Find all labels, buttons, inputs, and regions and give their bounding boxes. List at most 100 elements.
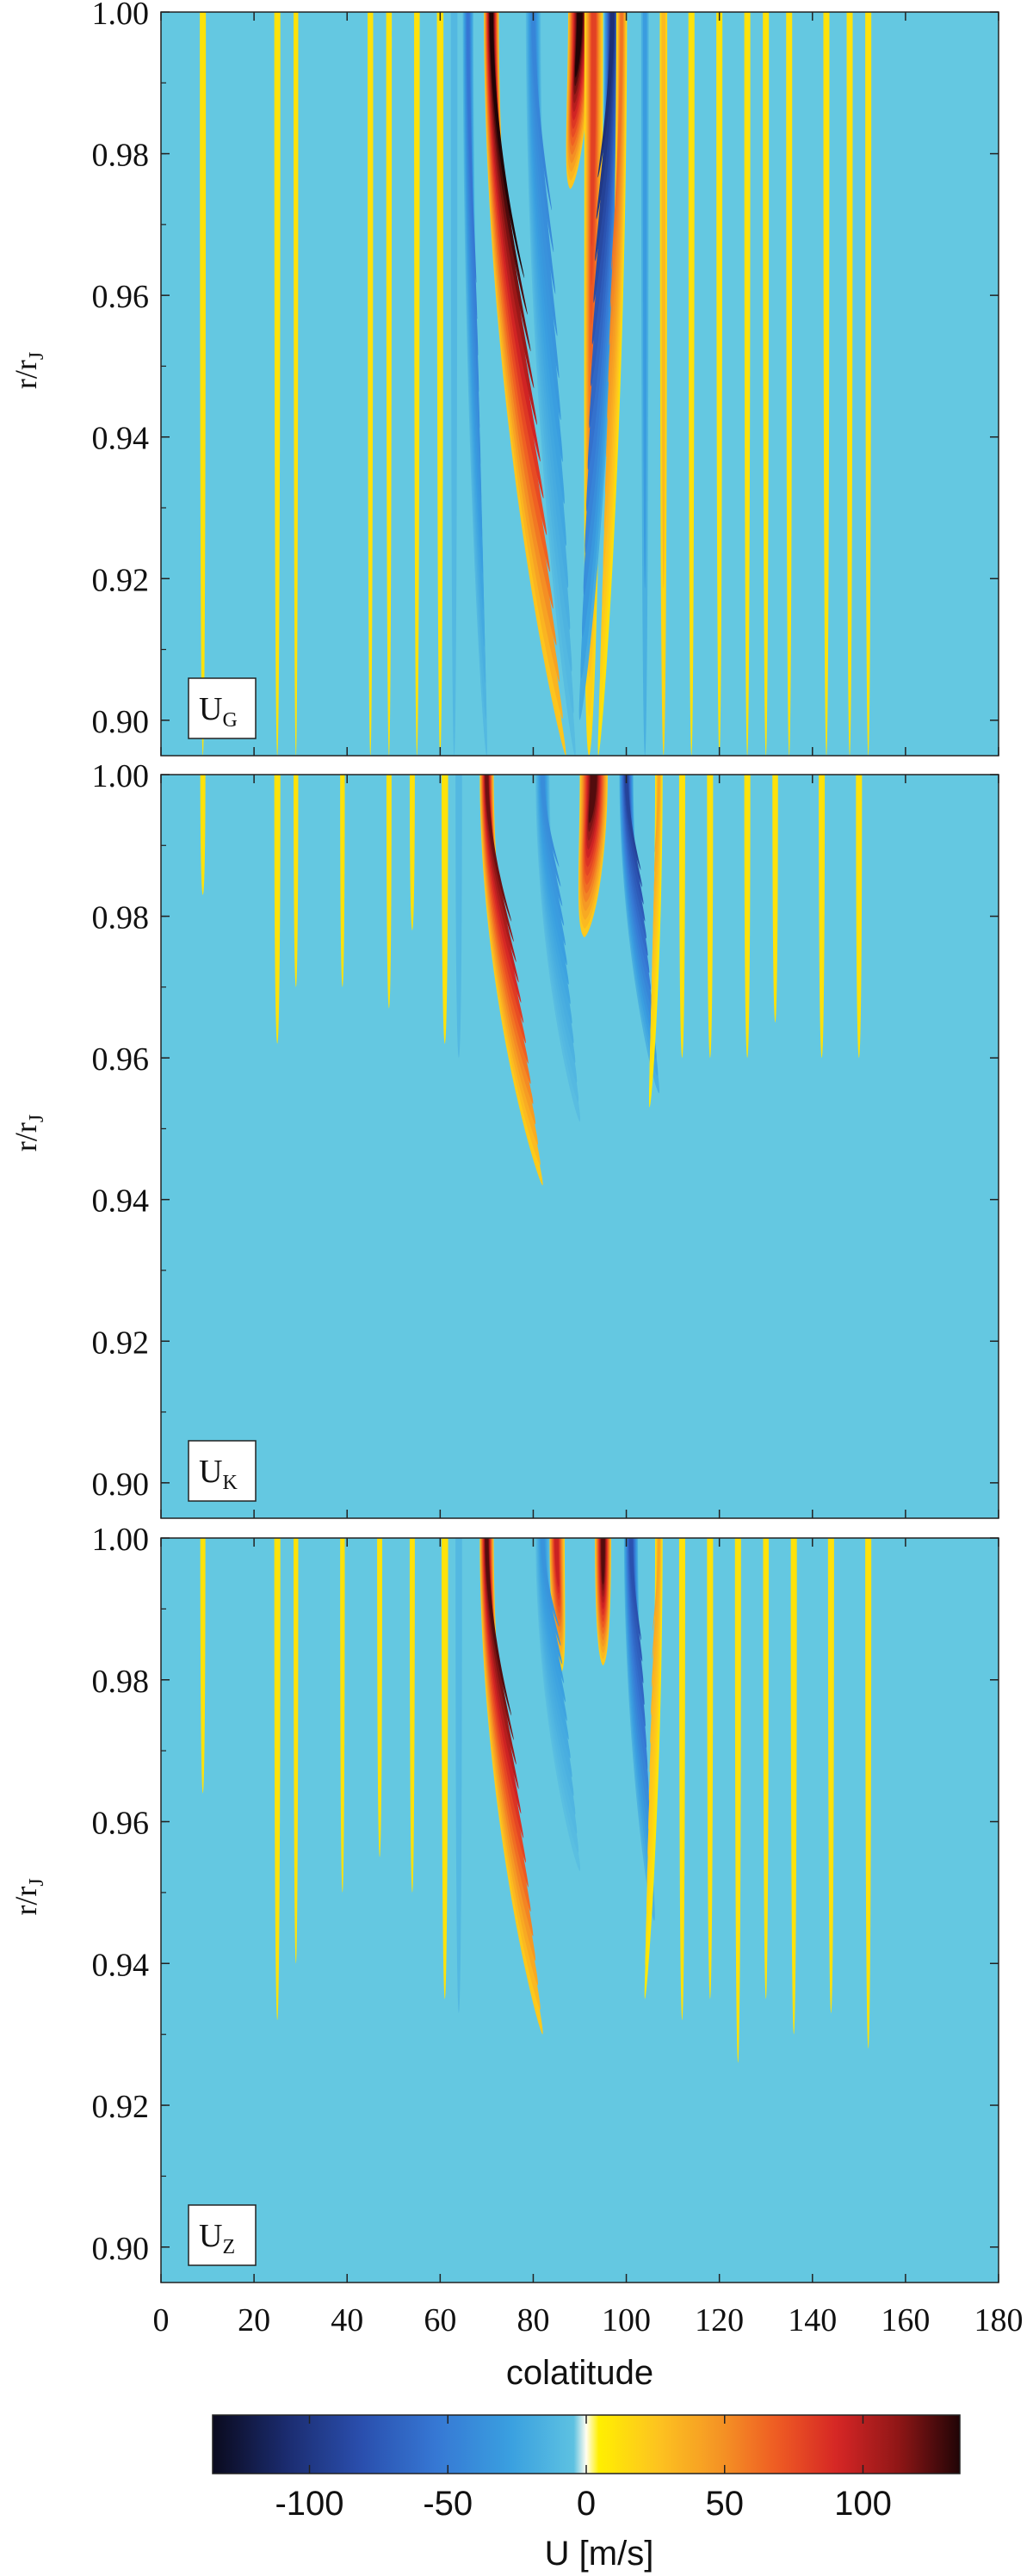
jet-band-level — [294, 775, 299, 987]
jet-core — [619, 775, 659, 1094]
jet-band — [827, 1538, 834, 2013]
jet-core — [623, 1538, 655, 1921]
jet-core — [479, 1538, 543, 2035]
jet-band-level — [386, 12, 393, 756]
jet-band-level — [450, 12, 458, 756]
jet-band — [865, 1538, 872, 2049]
jet-band — [200, 775, 206, 895]
jet-band — [744, 775, 751, 1059]
jet-band — [763, 1538, 769, 1999]
jet-band — [716, 12, 723, 756]
jet-band — [414, 12, 420, 756]
colorbar-tick-label: 50 — [705, 2485, 744, 2523]
jet-band — [659, 12, 668, 756]
jet-core-level — [541, 1538, 560, 1628]
y-tick-label: 0.90 — [92, 704, 150, 740]
jet-band — [856, 775, 863, 1059]
y-tick-label: 1.00 — [92, 1522, 150, 1558]
jet-core — [525, 12, 576, 756]
colorbar-tick-label: -50 — [423, 2485, 473, 2523]
jet-core — [566, 12, 591, 189]
jet-band — [274, 1538, 281, 2021]
x-tick-label: 0 — [153, 2302, 170, 2338]
jet-core — [595, 1538, 611, 1666]
jet-band — [455, 1538, 462, 2013]
jet-band-level — [827, 1538, 834, 2013]
y-tick-label: 1.00 — [92, 758, 150, 794]
x-tick-label: 40 — [331, 2302, 363, 2338]
y-tick-label: 0.98 — [92, 900, 150, 936]
jet-band-level — [200, 1538, 206, 1794]
jet-band-level — [661, 12, 666, 589]
jet-core — [578, 775, 608, 938]
y-tick-label: 0.94 — [92, 421, 150, 457]
jet-band — [734, 1538, 741, 2063]
colorbar-label: U [m/s] — [545, 2535, 654, 2573]
y-axis: 0.90 0.92 0.94 0.96 0.98 1.00 — [92, 1522, 999, 2267]
jet-band — [455, 775, 462, 1059]
jet-core — [462, 12, 488, 756]
jet-band-level — [772, 775, 778, 1022]
jet-core-level — [485, 775, 512, 922]
jet-band — [441, 775, 448, 1044]
plot-frame — [160, 1537, 999, 2283]
jet-band-level — [274, 12, 281, 756]
panel-label-box — [188, 2204, 257, 2266]
x-tick-label: 100 — [602, 2302, 651, 2338]
panel-K: 0.90 0.92 0.94 0.96 0.98 1.00 r/rJ UK — [9, 758, 999, 1519]
panel-label: UK — [188, 1440, 257, 1502]
y-tick-label: 0.94 — [92, 1183, 150, 1220]
jet-band — [865, 12, 872, 756]
panel-label-text: UG — [199, 691, 238, 732]
jet-core — [535, 1538, 581, 1872]
x-tick-label: 140 — [788, 2302, 837, 2338]
jet-core-level — [601, 1538, 605, 1585]
velocity-field — [200, 775, 863, 1186]
y-tick-label: 0.96 — [92, 1041, 150, 1078]
jet-core — [548, 1538, 566, 1673]
x-tick-label: 60 — [424, 2302, 456, 2338]
jet-band — [200, 1538, 206, 1794]
jet-core-level — [624, 775, 641, 870]
jet-band-level — [294, 1538, 299, 1964]
jet-core — [597, 12, 628, 756]
jet-core-level — [611, 12, 623, 271]
y-axis-title: r/rJ — [9, 352, 48, 389]
y-tick-label: 0.96 — [92, 1806, 150, 1842]
y-axis-title: r/rJ — [9, 1878, 48, 1915]
x-tick-label: 120 — [695, 2302, 744, 2338]
jet-band — [200, 12, 207, 756]
jet-band-level — [763, 1538, 769, 1999]
jet-band — [436, 12, 444, 756]
plot-frame — [160, 774, 999, 1519]
y-tick-label: 1.00 — [92, 0, 150, 32]
jet-band — [707, 775, 714, 1059]
jet-band-level — [200, 12, 207, 756]
jet-band — [377, 1538, 383, 1857]
jet-band — [707, 1538, 714, 1999]
jet-core — [644, 1538, 663, 1999]
jet-band-level — [340, 1538, 345, 1893]
jet-band — [688, 12, 695, 756]
jet-band — [294, 1538, 299, 1964]
jet-core-level — [588, 775, 597, 824]
jet-band-level — [688, 12, 695, 756]
jet-band — [823, 12, 830, 756]
jet-band — [786, 12, 793, 756]
jet-core — [648, 775, 663, 1108]
y-tick-label: 0.92 — [92, 2089, 150, 2125]
jet-band-level — [856, 775, 863, 1059]
jet-core-level — [654, 775, 660, 853]
jet-band-level — [386, 775, 392, 1009]
colorbar-gradient — [212, 2414, 961, 2474]
y-axis-title: r/rJ — [9, 1115, 48, 1152]
jet-band-level — [274, 1538, 281, 2021]
jet-band-level — [294, 12, 299, 756]
x-tick-label: 160 — [881, 2302, 930, 2338]
y-axis: 0.90 0.92 0.94 0.96 0.98 1.00 — [92, 0, 999, 740]
jet-band — [368, 12, 374, 756]
colorbar: -100 -50 0 50 100 U [m/s] — [212, 2414, 961, 2573]
jet-core-level — [467, 12, 477, 283]
jet-band-level — [707, 775, 714, 1059]
jet-band-level — [409, 1538, 415, 1893]
